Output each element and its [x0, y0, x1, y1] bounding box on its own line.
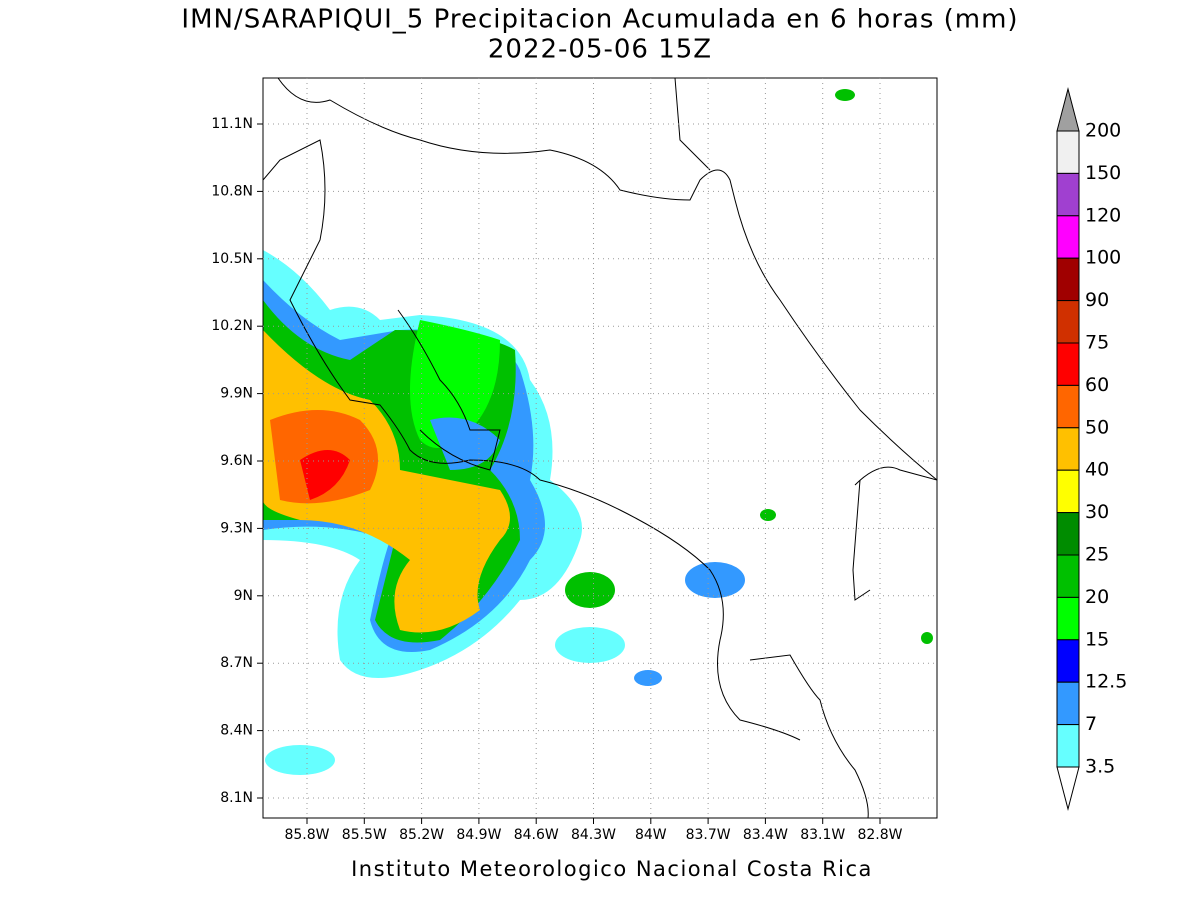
lon-label: 84.9W [456, 827, 501, 843]
lon-label: 83.1W [800, 827, 845, 843]
colorbar-segment [1056, 130, 1080, 174]
lat-label: 10.5N [211, 251, 253, 267]
colorbar-label: 120 [1085, 204, 1121, 226]
colorbar-label: 3.5 [1085, 756, 1115, 778]
colorbar-under [1056, 766, 1080, 811]
footer: Instituto Meteorologico Nacional Costa R… [351, 857, 873, 881]
colorbar-segment [1056, 172, 1080, 217]
colorbar-segment [1056, 215, 1080, 259]
lat-label: 9.9N [220, 386, 253, 402]
colorbar-label: 50 [1085, 416, 1109, 438]
colorbar-segment [1056, 596, 1080, 641]
lat-label: 8.7N [220, 655, 253, 671]
colorbar-over [1056, 87, 1080, 132]
colorbar-segment [1056, 639, 1080, 683]
colorbar-segment [1056, 384, 1080, 429]
colorbar-label: 40 [1085, 459, 1109, 481]
lat-label: 10.8N [211, 183, 253, 199]
colorbar-label: 200 [1085, 120, 1121, 142]
plot-frame [262, 77, 938, 819]
lat-label: 9N [234, 588, 253, 604]
lon-label: 85.5W [342, 827, 387, 843]
lat-label: 8.4N [220, 723, 253, 739]
colorbar-label: 60 [1085, 374, 1109, 396]
lat-label: 10.2N [211, 318, 253, 334]
colorbar-label: 25 [1085, 544, 1109, 566]
lon-label: 85.8W [284, 827, 329, 843]
lon-label: 84.3W [571, 827, 616, 843]
colorbar-segment [1056, 724, 1080, 768]
colorbar-label: 150 [1085, 162, 1121, 184]
colorbar-label: 7 [1085, 713, 1097, 735]
coastlines [263, 78, 937, 818]
colorbar-label: 30 [1085, 501, 1109, 523]
lon-label: 82.8W [857, 827, 902, 843]
lat-label: 9.3N [220, 520, 253, 536]
lon-label: 84.6W [514, 827, 559, 843]
colorbar-segment [1056, 469, 1080, 514]
colorbar-label: 15 [1085, 628, 1109, 650]
precip-field [263, 89, 933, 775]
title: IMN/SARAPIQUI_5 Precipitacion Acumulada … [181, 5, 1018, 35]
lon-label: 83.4W [743, 827, 788, 843]
colorbar-segment [1056, 342, 1080, 386]
colorbar-segment [1056, 427, 1080, 471]
subtitle: 2022-05-06 15Z [488, 35, 712, 65]
lon-label: 84W [635, 827, 667, 843]
colorbar-segment [1056, 681, 1080, 726]
lat-label: 8.1N [220, 790, 253, 806]
colorbar-segment [1056, 257, 1080, 302]
colorbar-segment [1056, 512, 1080, 556]
lon-label: 85.2W [399, 827, 444, 843]
colorbar-label: 75 [1085, 332, 1109, 354]
colorbar-segment [1056, 300, 1080, 344]
colorbar-label: 90 [1085, 289, 1109, 311]
colorbar-segment [1056, 554, 1080, 598]
lon-label: 83.7W [686, 827, 731, 843]
lat-label: 11.1N [211, 116, 253, 132]
colorbar-label: 100 [1085, 247, 1121, 269]
colorbar-label: 12.5 [1085, 671, 1127, 693]
lat-label: 9.6N [220, 453, 253, 469]
colorbar-label: 20 [1085, 586, 1109, 608]
